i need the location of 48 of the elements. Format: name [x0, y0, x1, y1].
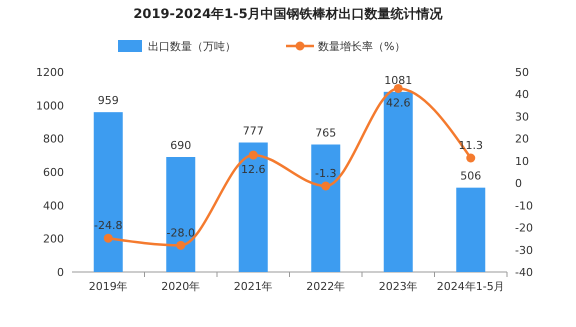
data-label: 12.6: [241, 163, 266, 176]
y2-tick-label: -40: [515, 266, 533, 279]
point: [104, 234, 113, 243]
data-label: 690: [170, 139, 192, 152]
y-tick-label: 1000: [36, 99, 64, 112]
x-tick-label: 2019年: [88, 280, 128, 293]
data-label: 777: [242, 124, 264, 138]
data-label: 506: [460, 170, 482, 183]
bar: [311, 144, 340, 272]
data-label: -28.0: [166, 226, 195, 240]
bar: [238, 142, 268, 272]
y-tick-label: 400: [43, 199, 64, 212]
x-tick-label: 2022年: [306, 280, 346, 293]
y2-tick-label: 30: [515, 110, 529, 124]
data-label: 959: [98, 94, 119, 108]
data-label: 765: [315, 126, 336, 140]
point: [176, 240, 186, 250]
point: [321, 182, 330, 190]
chart-title: 2019-2024年1-5月中国钢铁棒材出口数量统计情况: [133, 6, 444, 22]
legend-label: 出口数量（万吨）: [148, 40, 236, 53]
y2-tick-label: 0: [515, 177, 522, 190]
point: [466, 154, 476, 162]
y-tick-label: 1200: [36, 66, 64, 79]
y2-tick-label: -30: [515, 244, 533, 257]
y2-tick-label: -10: [515, 199, 533, 212]
y-tick-label: 800: [43, 132, 64, 146]
y-tick-label: 200: [43, 232, 64, 246]
data-label: 42.6: [386, 96, 410, 110]
data-label: -1.3: [315, 167, 336, 180]
y2-tick-label: 20: [515, 132, 529, 146]
x-tick-label: 2023年: [378, 280, 418, 293]
x-tick-label: 2020年: [161, 280, 200, 293]
y2-tick-label: 50: [515, 66, 529, 79]
y2-tick-label: 40: [515, 88, 529, 102]
bar: [94, 112, 123, 272]
y2-tick-label: 10: [515, 154, 529, 168]
y-tick-label: 0: [57, 266, 64, 279]
x-tick-label: 2024年1-5月: [436, 280, 505, 293]
legend-label: 数量增长率（%）: [318, 40, 406, 53]
data-label: 1081: [384, 74, 412, 87]
y-tick-label: 600: [43, 166, 64, 179]
y2-tick-label: -20: [515, 222, 533, 235]
x-tick-label: 2021年: [234, 280, 273, 293]
point: [248, 150, 258, 160]
bar: [384, 92, 413, 272]
bar: [166, 157, 196, 272]
bar: [456, 188, 486, 272]
data-label: -24.8: [94, 219, 122, 232]
